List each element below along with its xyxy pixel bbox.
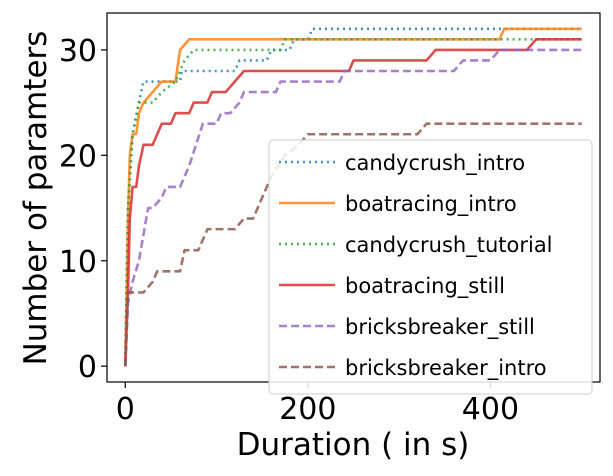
legend-label: boatracing_intro (345, 192, 517, 217)
legend-label: candycrush_tutorial (345, 233, 553, 258)
y-tick-label: 20 (59, 139, 97, 174)
y-tick-label: 30 (59, 34, 97, 69)
x-axis-label: Duration ( in s) (237, 427, 470, 463)
legend-label: candycrush_intro (345, 151, 525, 176)
y-tick-label: 10 (59, 245, 97, 280)
legend-box (268, 139, 593, 395)
series-line-boatracing_still (123, 38, 582, 367)
x-tick-label: 0 (116, 392, 135, 427)
legend-label: bricksbreaker_intro (345, 356, 547, 381)
legend-label: bricksbreaker_still (345, 315, 535, 340)
series-line-candycrush_intro (123, 27, 582, 367)
series-line-bricksbreaker_still (123, 48, 582, 367)
x-tick-label: 400 (462, 392, 519, 427)
legend: candycrush_intro boatracing_intro candycru… (268, 139, 593, 395)
y-axis: 0 10 20 30 (59, 34, 107, 385)
legend-label: boatracing_still (345, 274, 505, 299)
y-tick-label: 0 (78, 350, 97, 385)
y-axis-label: Number of paramters (18, 31, 54, 366)
x-tick-label: 200 (279, 392, 336, 427)
